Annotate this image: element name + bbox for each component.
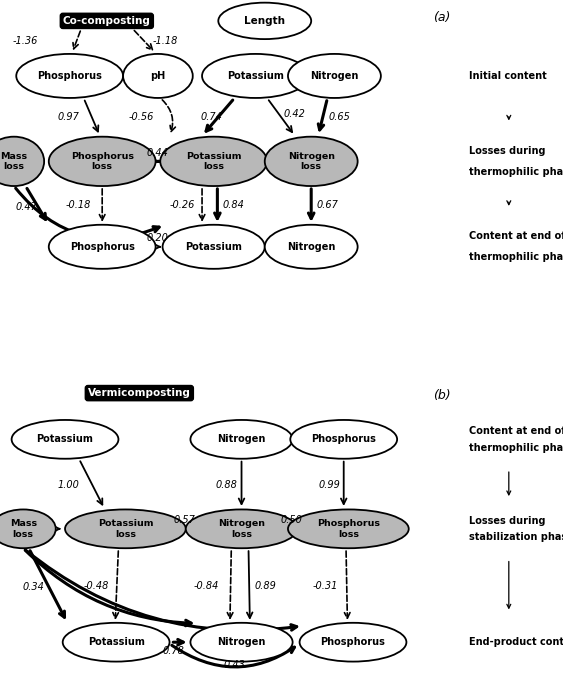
Text: -0.31: -0.31 [312, 581, 338, 591]
Text: Phosphorus
loss: Phosphorus loss [317, 519, 380, 538]
Text: Mass
loss: Mass loss [1, 152, 28, 171]
Text: 0.57: 0.57 [173, 515, 195, 525]
Text: 0.78: 0.78 [162, 646, 184, 656]
Text: Potassium: Potassium [227, 71, 284, 81]
Text: 0.74: 0.74 [200, 112, 222, 122]
Text: Nitrogen
loss: Nitrogen loss [218, 519, 265, 538]
Ellipse shape [186, 509, 297, 549]
Ellipse shape [123, 54, 193, 98]
Text: Nitrogen: Nitrogen [310, 71, 359, 81]
Text: Phosphorus: Phosphorus [37, 71, 102, 81]
Text: 1.00: 1.00 [58, 480, 80, 490]
Text: (b): (b) [433, 388, 450, 401]
Ellipse shape [163, 225, 265, 268]
Text: 0.97: 0.97 [58, 112, 80, 122]
Ellipse shape [288, 54, 381, 98]
Text: Phosphorus: Phosphorus [311, 435, 376, 444]
Text: Length: Length [244, 16, 285, 26]
Ellipse shape [288, 509, 409, 549]
Text: Mass
loss: Mass loss [10, 519, 37, 538]
Text: -0.48: -0.48 [84, 581, 109, 591]
Text: (a): (a) [433, 12, 450, 24]
Ellipse shape [265, 225, 358, 268]
Text: thermophilic phase: thermophilic phase [470, 252, 563, 262]
Text: End-product content: End-product content [470, 637, 563, 647]
Ellipse shape [218, 3, 311, 39]
Text: -0.56: -0.56 [129, 112, 154, 122]
Text: 0.50: 0.50 [281, 515, 303, 525]
Text: Losses during: Losses during [470, 146, 546, 156]
Text: Phosphorus: Phosphorus [320, 637, 386, 647]
Text: thermophilic phase: thermophilic phase [470, 443, 563, 452]
Text: 0.99: 0.99 [319, 480, 341, 490]
Ellipse shape [190, 623, 293, 662]
Text: Potassium
loss: Potassium loss [97, 519, 153, 538]
Text: thermophilic phase: thermophilic phase [470, 167, 563, 177]
Ellipse shape [300, 623, 406, 662]
Text: Vermicomposting: Vermicomposting [88, 388, 191, 398]
Ellipse shape [160, 137, 267, 186]
Text: 0.20: 0.20 [147, 233, 169, 243]
Ellipse shape [49, 225, 155, 268]
Text: 0.34: 0.34 [23, 582, 44, 592]
Text: -0.26: -0.26 [170, 201, 195, 210]
Text: 0.67: 0.67 [316, 201, 338, 210]
Text: Content at end of the: Content at end of the [470, 426, 563, 436]
Text: Content at end of the: Content at end of the [470, 231, 563, 241]
Ellipse shape [16, 54, 123, 98]
Text: 0.65: 0.65 [329, 112, 351, 122]
Text: -1.36: -1.36 [13, 36, 38, 45]
Text: 0.89: 0.89 [254, 581, 276, 591]
Text: Potassium: Potassium [37, 435, 93, 444]
Text: Nitrogen: Nitrogen [287, 242, 336, 252]
Ellipse shape [0, 137, 44, 186]
Ellipse shape [291, 420, 397, 459]
Text: Nitrogen: Nitrogen [217, 637, 266, 647]
Text: Initial content: Initial content [470, 71, 547, 81]
Ellipse shape [65, 509, 186, 549]
Ellipse shape [265, 137, 358, 186]
Ellipse shape [12, 420, 118, 459]
Text: Phosphorus: Phosphorus [70, 242, 135, 252]
Text: Nitrogen
loss: Nitrogen loss [288, 152, 334, 171]
Text: Losses during: Losses during [470, 516, 546, 525]
Text: Nitrogen: Nitrogen [217, 435, 266, 444]
Ellipse shape [202, 54, 309, 98]
Text: Potassium: Potassium [185, 242, 242, 252]
Text: 0.42: 0.42 [284, 109, 305, 119]
Text: pH: pH [150, 71, 166, 81]
Text: -0.18: -0.18 [65, 201, 91, 210]
Text: -1.18: -1.18 [152, 36, 177, 45]
Ellipse shape [62, 623, 169, 662]
Ellipse shape [0, 509, 56, 549]
Ellipse shape [190, 420, 293, 459]
Text: stabilization phase: stabilization phase [470, 532, 563, 542]
Ellipse shape [49, 137, 155, 186]
Text: 0.88: 0.88 [216, 480, 238, 490]
Text: 0.84: 0.84 [222, 201, 244, 210]
Text: -0.84: -0.84 [194, 581, 220, 591]
Text: Phosphorus
loss: Phosphorus loss [71, 152, 133, 171]
Text: 0.47: 0.47 [16, 201, 38, 212]
Text: 0.43: 0.43 [224, 660, 245, 670]
Text: Potassium: Potassium [88, 637, 145, 647]
Text: Co-composting: Co-composting [63, 16, 151, 26]
Text: Potassium
loss: Potassium loss [186, 152, 242, 171]
Text: 0.44: 0.44 [147, 148, 169, 157]
